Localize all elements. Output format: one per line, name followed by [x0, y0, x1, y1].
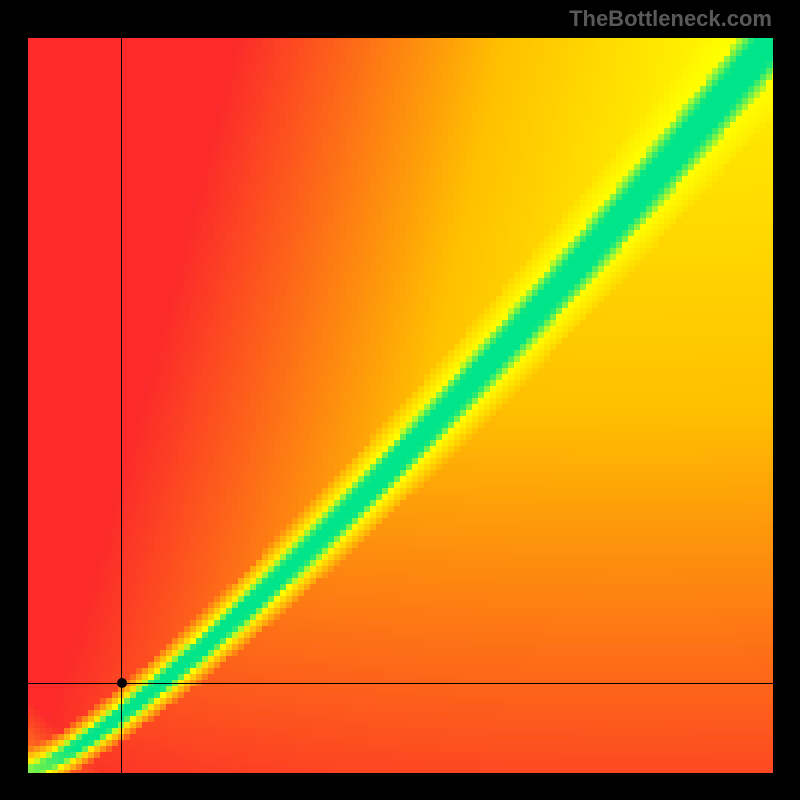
crosshair-horizontal: [28, 683, 773, 684]
crosshair-vertical: [121, 38, 122, 773]
heatmap-plot: [28, 38, 773, 773]
watermark-text: TheBottleneck.com: [569, 6, 772, 32]
heatmap-canvas: [28, 38, 773, 773]
data-point-marker: [117, 678, 127, 688]
